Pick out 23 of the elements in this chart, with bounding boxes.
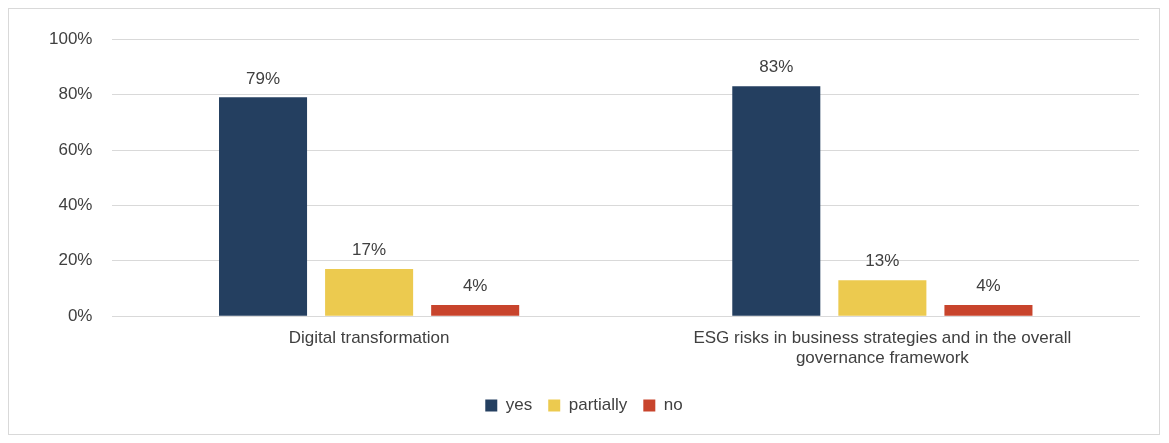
legend-label: partially xyxy=(568,395,628,415)
legend-label: no xyxy=(663,395,683,415)
y-tick-label: 80% xyxy=(58,84,93,104)
y-tick-label: 20% xyxy=(58,250,93,270)
y-tick-label: 100% xyxy=(49,28,93,48)
y-tick-label: 60% xyxy=(58,139,93,159)
bar xyxy=(325,269,414,316)
x-tick-label: ESG risks in business strategies and in the overall governance framework xyxy=(693,328,1072,368)
bar xyxy=(732,86,821,316)
text: 83% xyxy=(759,57,794,77)
y-tick-label: 40% xyxy=(58,195,93,215)
legend-label: yes xyxy=(505,395,533,415)
bar xyxy=(944,305,1033,316)
text: 4% xyxy=(462,276,488,296)
text: 13% xyxy=(865,251,900,271)
bar xyxy=(838,280,927,316)
text: 79% xyxy=(246,68,281,88)
text: 4% xyxy=(976,276,1001,296)
x-tick-label: Digital transformation xyxy=(288,328,450,348)
y-tick-label: 0% xyxy=(67,305,93,325)
bar xyxy=(431,305,520,316)
text: 17% xyxy=(352,240,387,260)
bar xyxy=(219,97,308,316)
